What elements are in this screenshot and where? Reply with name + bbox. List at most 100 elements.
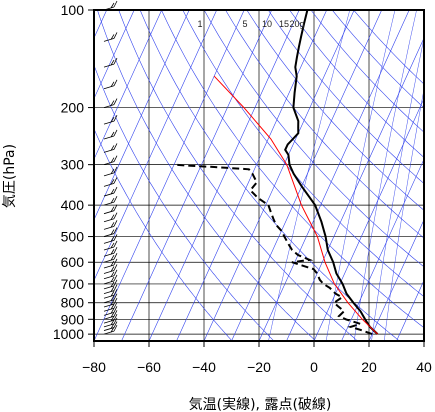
- wind-barb-flag: [113, 269, 118, 276]
- wind-barb-flag: [113, 324, 118, 332]
- wind-barb-flag: [113, 32, 118, 39]
- wind-barb-flag: [113, 98, 118, 105]
- x-axis-title: 気温(実線), 露点(破線): [189, 397, 332, 412]
- mixing-ratio-line: [383, 88, 424, 341]
- wind-barb: [103, 220, 118, 230]
- wind-barb-flag: [113, 313, 118, 321]
- mixing-ratio-label: 15: [279, 19, 289, 29]
- wind-barb: [103, 297, 118, 308]
- x-tick-label: −60: [137, 359, 161, 375]
- wind-barb: [103, 293, 118, 304]
- wind-barb-flag: [110, 260, 115, 267]
- x-tick-label: 40: [416, 359, 432, 375]
- x-tick-label: −40: [192, 359, 216, 375]
- wind-barb-shaft: [103, 275, 115, 280]
- dry-adiabat: [267, 10, 424, 184]
- wind-barb-shaft: [103, 299, 115, 304]
- wind-barb-shaft: [103, 135, 115, 140]
- wind-barb: [103, 0, 118, 11]
- y-tick-label: 600: [61, 254, 85, 270]
- skewed-isotherm: [148, 10, 300, 341]
- wind-barb-shaft: [103, 258, 115, 263]
- wind-barb-flag: [110, 299, 115, 306]
- wind-barb-flag: [113, 220, 118, 227]
- wind-barb: [103, 129, 118, 140]
- dry-adiabat: [161, 10, 424, 329]
- wind-barb: [103, 57, 118, 68]
- wind-barb: [103, 155, 118, 166]
- dry-adiabat: [118, 10, 358, 341]
- wind-barbs: [103, 0, 118, 335]
- wind-barb-shaft: [103, 85, 115, 90]
- wind-barb-flag: [110, 255, 115, 261]
- wind-barb-flag: [113, 306, 118, 313]
- wind-barb: [103, 269, 118, 280]
- wind-barb-shaft: [103, 246, 115, 251]
- wind-barb-shaft: [103, 311, 115, 316]
- wind-barb-flag: [110, 116, 115, 123]
- grid-layer: [94, 10, 424, 341]
- skewed-isotherm: [258, 10, 410, 341]
- wind-barb-flag: [110, 319, 115, 326]
- y-tick-label: 700: [61, 276, 85, 292]
- wind-barb-shaft: [103, 225, 115, 230]
- wind-barb-shaft: [103, 252, 115, 257]
- wind-barb: [103, 240, 118, 251]
- wind-barb: [103, 289, 118, 299]
- wind-barb-flag: [110, 236, 115, 242]
- wind-barb-flag: [110, 2, 115, 9]
- wind-barb-flag: [110, 326, 115, 333]
- wind-barb-shaft: [103, 285, 115, 290]
- wind-barb-flag: [110, 323, 115, 329]
- skewed-isotherm: [203, 10, 355, 341]
- wind-barb-flag: [110, 229, 115, 235]
- wind-barb: [103, 166, 118, 177]
- wind-barb-flag: [110, 59, 115, 66]
- y-tick-label: 800: [61, 295, 85, 311]
- y-tick-label: 300: [61, 157, 85, 173]
- wind-barb-flag: [113, 247, 118, 254]
- wind-barb-shaft: [103, 149, 115, 153]
- wind-barb-shaft: [103, 104, 115, 108]
- skewed-isotherm: [368, 219, 424, 341]
- wind-barb-flag: [113, 114, 118, 122]
- skewed-isotherm: [94, 10, 190, 221]
- wind-barb: [103, 247, 118, 257]
- wind-barb-flag: [113, 212, 118, 219]
- dry-adiabat: [246, 10, 424, 211]
- wind-barb-shaft: [103, 307, 115, 312]
- x-tick-label: −20: [247, 359, 271, 375]
- wind-barb-flag: [110, 276, 115, 283]
- wind-barb: [103, 253, 118, 263]
- dry-adiabat: [289, 10, 424, 158]
- wind-barb-flag: [113, 143, 118, 150]
- wind-barb-flag: [110, 214, 115, 220]
- wind-barb-flag: [110, 131, 115, 138]
- wind-barb-flag: [113, 279, 118, 287]
- wind-barb: [103, 321, 118, 331]
- mixing-ratio-label: 5: [242, 19, 247, 29]
- wind-barb-shaft: [103, 38, 115, 42]
- wind-barb-flag: [110, 286, 115, 292]
- series-clip: [173, 10, 379, 336]
- wind-barb-flag: [113, 0, 118, 8]
- wind-barb-shaft: [103, 323, 115, 328]
- skewed-isotherm: [313, 97, 424, 341]
- wind-barb: [103, 279, 118, 290]
- wind-barb-flag: [113, 195, 118, 203]
- mixing-ratio-line: [353, 10, 417, 341]
- dry-adiabat: [97, 10, 316, 341]
- wind-barb: [103, 306, 118, 316]
- mixing-ratio-labels: 1 5 10 15 20g: [197, 19, 304, 29]
- wind-barb-flag: [110, 312, 115, 318]
- wind-barb-shaft: [103, 280, 115, 285]
- mixing-ratio-line: [371, 36, 424, 341]
- wind-barb: [103, 284, 118, 295]
- wind-barb-flag: [110, 34, 115, 40]
- skewed-isotherm: [396, 279, 424, 341]
- wind-barb-flag: [113, 302, 118, 309]
- wind-barb-shaft: [103, 192, 115, 197]
- wind-barb-flag: [113, 293, 118, 300]
- wind-barb-flag: [113, 166, 118, 174]
- wind-barb-shaft: [103, 172, 115, 177]
